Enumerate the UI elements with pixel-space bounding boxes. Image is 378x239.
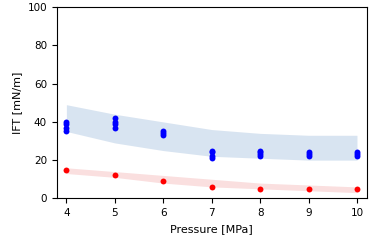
Point [257,187,263,191]
Point [64,122,70,126]
Point [354,152,360,156]
Point [257,154,263,158]
Point [209,185,215,189]
Point [354,151,360,154]
Point [305,154,311,158]
Point [64,168,70,172]
Point [209,151,215,154]
Point [354,187,360,191]
Point [64,130,70,133]
Point [209,156,215,160]
Point [257,151,263,154]
Point [257,149,263,152]
Point [112,120,118,124]
Point [305,151,311,154]
Point [257,152,263,156]
Point [112,122,118,126]
Point [160,133,166,137]
Point [160,131,166,135]
Point [209,149,215,152]
Point [112,126,118,130]
Point [160,130,166,133]
Point [64,120,70,124]
Point [112,116,118,120]
Point [305,152,311,156]
Point [209,154,215,158]
Point [305,187,311,191]
Point [112,174,118,177]
Point [160,179,166,183]
X-axis label: Pressure [MPa]: Pressure [MPa] [170,224,253,234]
Y-axis label: IFT [mN/m]: IFT [mN/m] [12,72,22,134]
Point [354,154,360,158]
Point [64,126,70,130]
